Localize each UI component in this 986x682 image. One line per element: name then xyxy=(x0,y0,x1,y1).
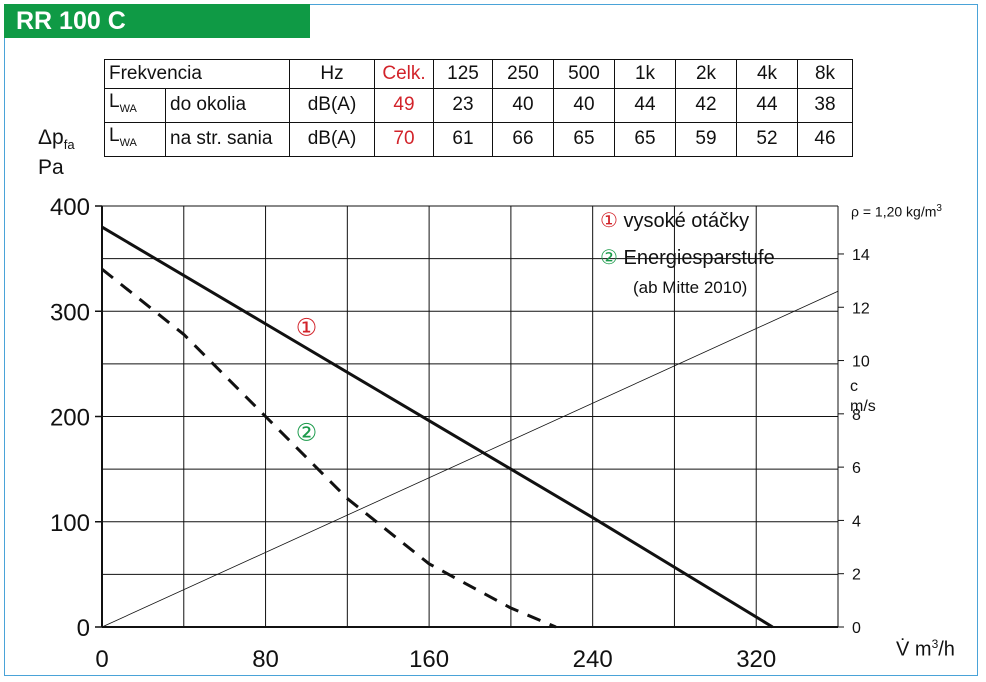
y-axis-label: Δpfa xyxy=(38,126,75,153)
header-hz: Hz xyxy=(289,59,375,89)
row-description: do okolia xyxy=(165,88,290,123)
header-8k: 8k xyxy=(797,59,853,89)
right-tick-label: 6 xyxy=(852,460,861,477)
table-cell: 66 xyxy=(492,121,554,157)
header-4k: 4k xyxy=(736,59,798,89)
header-250: 250 xyxy=(492,59,554,89)
y-tick-label: 200 xyxy=(50,405,90,432)
row-total: 49 xyxy=(374,88,434,123)
y-tick-label: 300 xyxy=(50,299,90,326)
x-tick-label: 240 xyxy=(573,646,613,673)
series-marker-label: ② xyxy=(296,419,318,447)
right-tick-label: 2 xyxy=(852,567,861,584)
table-cell: 52 xyxy=(736,121,798,157)
table-cell: 40 xyxy=(492,88,554,123)
legend-item-2: ② Energiesparstufe xyxy=(600,247,775,269)
series-marker-label: ① xyxy=(296,313,318,341)
x-tick-label: 320 xyxy=(736,646,776,673)
table-cell: 40 xyxy=(553,88,615,123)
right-tick-label: 14 xyxy=(852,247,870,264)
table-cell: 65 xyxy=(614,121,676,157)
series-line-2 xyxy=(101,267,557,629)
x-tick-label: 0 xyxy=(95,646,108,673)
right-axis-unit: m/s xyxy=(850,398,876,415)
table-cell: 46 xyxy=(797,121,853,157)
y-axis-unit: Pa xyxy=(38,156,64,179)
x-tick-label: 160 xyxy=(409,646,449,673)
y-tick-label: 400 xyxy=(50,194,90,221)
row-unit: dB(A) xyxy=(289,121,375,157)
right-tick-label: 10 xyxy=(852,354,870,371)
sound-level-table: Frekvencia Hz Celk. 125 250 500 1k 2k 4k… xyxy=(104,59,853,157)
header-frequency: Frekvencia xyxy=(104,59,290,89)
velocity-line xyxy=(101,290,839,628)
series-line-1 xyxy=(101,225,774,629)
table-cell: 44 xyxy=(736,88,798,123)
table-cell: 65 xyxy=(553,121,615,157)
row-label: LWA xyxy=(104,121,166,157)
y-tick-label: 100 xyxy=(50,510,90,537)
row-total: 70 xyxy=(374,121,434,157)
table-header-row: Frekvencia Hz Celk. 125 250 500 1k 2k 4k… xyxy=(104,59,853,89)
x-tick-label: 80 xyxy=(252,646,279,673)
right-tick-label: 8 xyxy=(852,407,861,424)
x-axis-label: V̇ m3/h xyxy=(896,637,955,661)
right-tick-label: 12 xyxy=(852,300,870,317)
y-tick-label: 0 xyxy=(77,615,90,642)
right-tick-label: 0 xyxy=(852,620,861,637)
legend-item-2-note: (ab Mitte 2010) xyxy=(633,278,748,297)
right-axis-label: c xyxy=(850,378,858,395)
table-row: LWA na str. sania dB(A) 70 61 66 65 65 5… xyxy=(104,121,853,157)
right-tick-label: 4 xyxy=(852,513,861,530)
density-label: ρ = 1,20 kg/m3 xyxy=(851,203,942,220)
product-title: RR 100 C xyxy=(4,4,310,38)
legend-item-1: ① vysoké otáčky xyxy=(600,210,750,232)
header-2k: 2k xyxy=(675,59,737,89)
